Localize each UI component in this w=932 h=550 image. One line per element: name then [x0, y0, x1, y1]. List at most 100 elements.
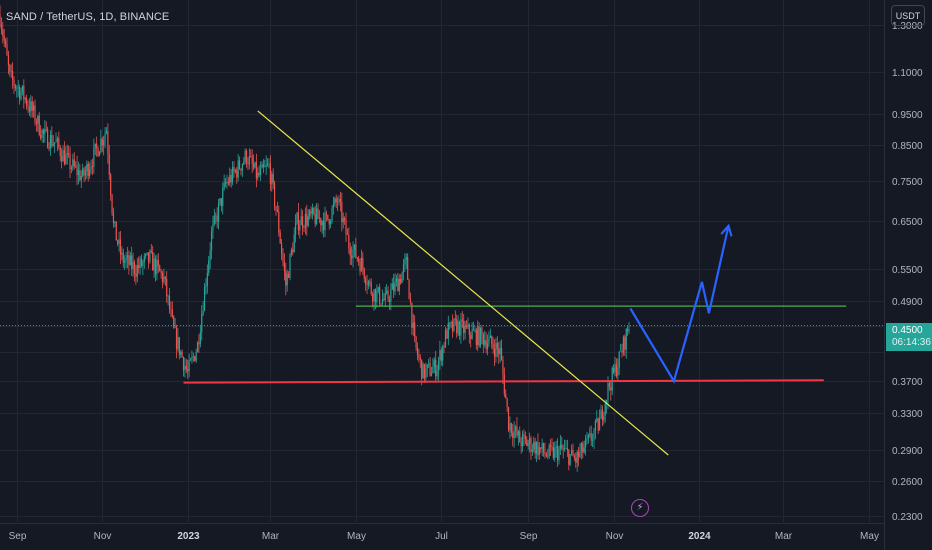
candle	[437, 356, 440, 381]
candle-body	[2, 29, 4, 36]
candle-body	[70, 167, 73, 170]
candle	[542, 442, 545, 457]
candle-body	[541, 443, 543, 449]
candle-body	[436, 371, 438, 377]
candle	[540, 447, 542, 454]
candle	[485, 332, 487, 354]
candle	[41, 128, 43, 143]
candle-body	[393, 283, 395, 292]
candle	[339, 191, 342, 212]
candle	[37, 114, 39, 132]
candle	[365, 275, 367, 291]
candle	[523, 429, 525, 446]
candle	[24, 96, 26, 104]
candle	[105, 127, 108, 135]
candle-body	[397, 278, 399, 292]
candle	[290, 247, 292, 257]
candle	[126, 246, 129, 269]
candle	[499, 340, 501, 363]
support-line[interactable]	[183, 379, 824, 384]
candle-body	[90, 166, 92, 170]
candle-body	[467, 324, 469, 328]
candle-body	[185, 365, 187, 370]
candle	[502, 355, 504, 385]
candle	[72, 153, 74, 172]
candle-body	[304, 213, 306, 228]
candle	[275, 205, 277, 216]
candle-body	[570, 449, 573, 455]
candle	[175, 324, 178, 359]
candle	[505, 389, 507, 399]
candle	[569, 454, 571, 467]
candle-body	[601, 409, 603, 421]
candle	[12, 62, 14, 89]
x-tick-label: Sep	[520, 531, 538, 542]
candle	[495, 337, 497, 363]
candle-body	[150, 250, 152, 252]
candle-body	[394, 281, 396, 292]
candle-body	[310, 210, 312, 214]
candle-body	[154, 258, 157, 275]
candle-body	[369, 281, 371, 283]
candle-body	[259, 168, 262, 176]
candle-body	[554, 447, 556, 458]
candle	[533, 436, 535, 453]
price-axis[interactable]: 1.3000 1.1000 0.9500 0.8500 0.7500 0.6500 0.55…	[892, 21, 923, 523]
candle-body	[484, 340, 486, 345]
time-axis[interactable]: Sep Nov 2023 Mar May Jul Sep Nov 2024 Mar May	[9, 531, 879, 542]
candle-body	[275, 206, 277, 210]
candle-body	[383, 299, 385, 301]
candle-body	[451, 321, 454, 332]
lightning-icon[interactable]: ⚡	[631, 499, 649, 517]
candle	[379, 283, 381, 307]
candle-body	[363, 268, 365, 279]
candle-body	[512, 432, 514, 438]
candle-body	[51, 134, 53, 146]
candle-body	[93, 147, 95, 167]
candle-body	[461, 319, 463, 321]
candle-body	[0, 14, 1, 25]
candle	[516, 417, 518, 439]
candle-body	[435, 359, 437, 377]
candle	[545, 452, 547, 458]
candle-body	[290, 249, 292, 255]
candle	[323, 212, 325, 238]
symbol-title[interactable]: SAND / TetherUS, 1D, BINANCE	[6, 11, 170, 23]
candle-body	[117, 240, 119, 244]
descending-trendline[interactable]	[257, 110, 669, 456]
candle	[185, 358, 187, 374]
candle-body	[370, 282, 372, 294]
candle-body	[416, 347, 419, 356]
candle	[97, 146, 99, 157]
candle-body	[273, 183, 276, 207]
candle-body	[348, 234, 350, 249]
candle-body	[265, 164, 267, 167]
currency-button[interactable]: USDT	[891, 5, 925, 26]
candle	[35, 118, 38, 132]
candle-body	[114, 221, 116, 223]
last-price-tag: 0.4500 06:14:36	[886, 323, 932, 351]
candle-body	[230, 175, 232, 183]
candle	[125, 252, 127, 269]
candle	[376, 284, 378, 308]
projection-path[interactable]	[629, 225, 730, 384]
candle	[119, 231, 122, 265]
candle	[388, 295, 391, 310]
candle-body	[405, 257, 407, 260]
candle	[589, 426, 591, 438]
candle	[271, 170, 273, 192]
candle	[69, 146, 71, 178]
candle-body	[250, 155, 252, 157]
candle-body	[540, 447, 542, 449]
candle-body	[575, 457, 577, 463]
candle	[317, 203, 319, 220]
candle-body	[108, 153, 110, 175]
candle-body	[161, 272, 164, 283]
candle-body	[100, 138, 102, 152]
candle	[177, 327, 179, 352]
candle	[335, 194, 337, 209]
candle-body	[324, 213, 326, 231]
candle-body	[489, 335, 491, 339]
candle	[199, 324, 201, 348]
